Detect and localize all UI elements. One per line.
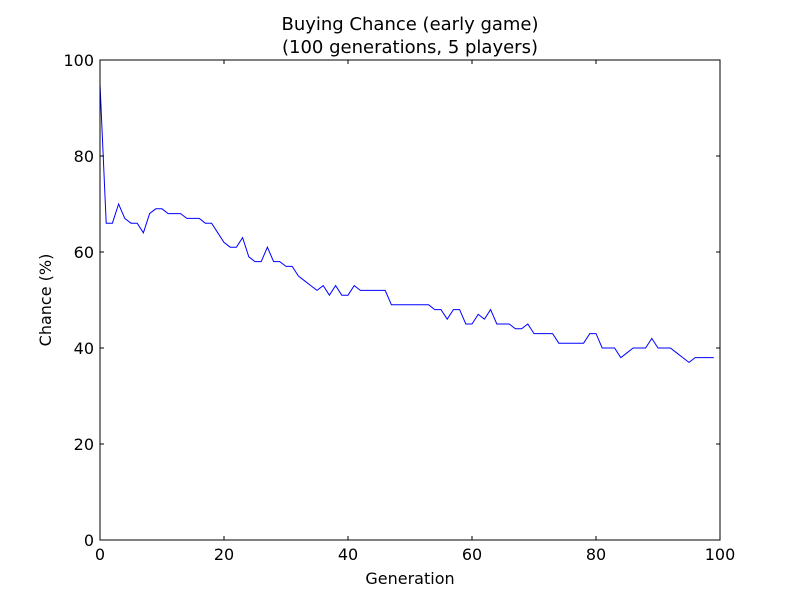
x-tick-label-100: 100 bbox=[705, 545, 736, 564]
x-axis-label: Generation bbox=[365, 569, 454, 588]
x-tick-label-0: 0 bbox=[95, 545, 105, 564]
y-tick-label-100: 100 bbox=[63, 51, 94, 70]
x-tick-label-40: 40 bbox=[338, 545, 358, 564]
x-tick-label-60: 60 bbox=[462, 545, 482, 564]
x-axis-ticks: 0 20 40 60 80 100 bbox=[95, 60, 735, 564]
y-tick-label-0: 0 bbox=[84, 531, 94, 550]
x-tick-label-20: 20 bbox=[214, 545, 234, 564]
y-tick-label-60: 60 bbox=[74, 243, 94, 262]
y-tick-label-80: 80 bbox=[74, 147, 94, 166]
y-axis-label: Chance (%) bbox=[36, 254, 55, 347]
x-tick-label-80: 80 bbox=[586, 545, 606, 564]
plot-area bbox=[99, 83, 714, 364]
chart-title-line-2: (100 generations, 5 players) bbox=[282, 37, 538, 58]
y-tick-label-40: 40 bbox=[74, 339, 94, 358]
plot-frame bbox=[99, 59, 721, 541]
y-tick-label-20: 20 bbox=[74, 435, 94, 454]
chart-title-line-1: Buying Chance (early game) bbox=[281, 14, 538, 35]
y-axis-ticks: 0 20 40 60 80 100 bbox=[63, 51, 720, 550]
series-line-0 bbox=[99, 83, 714, 364]
